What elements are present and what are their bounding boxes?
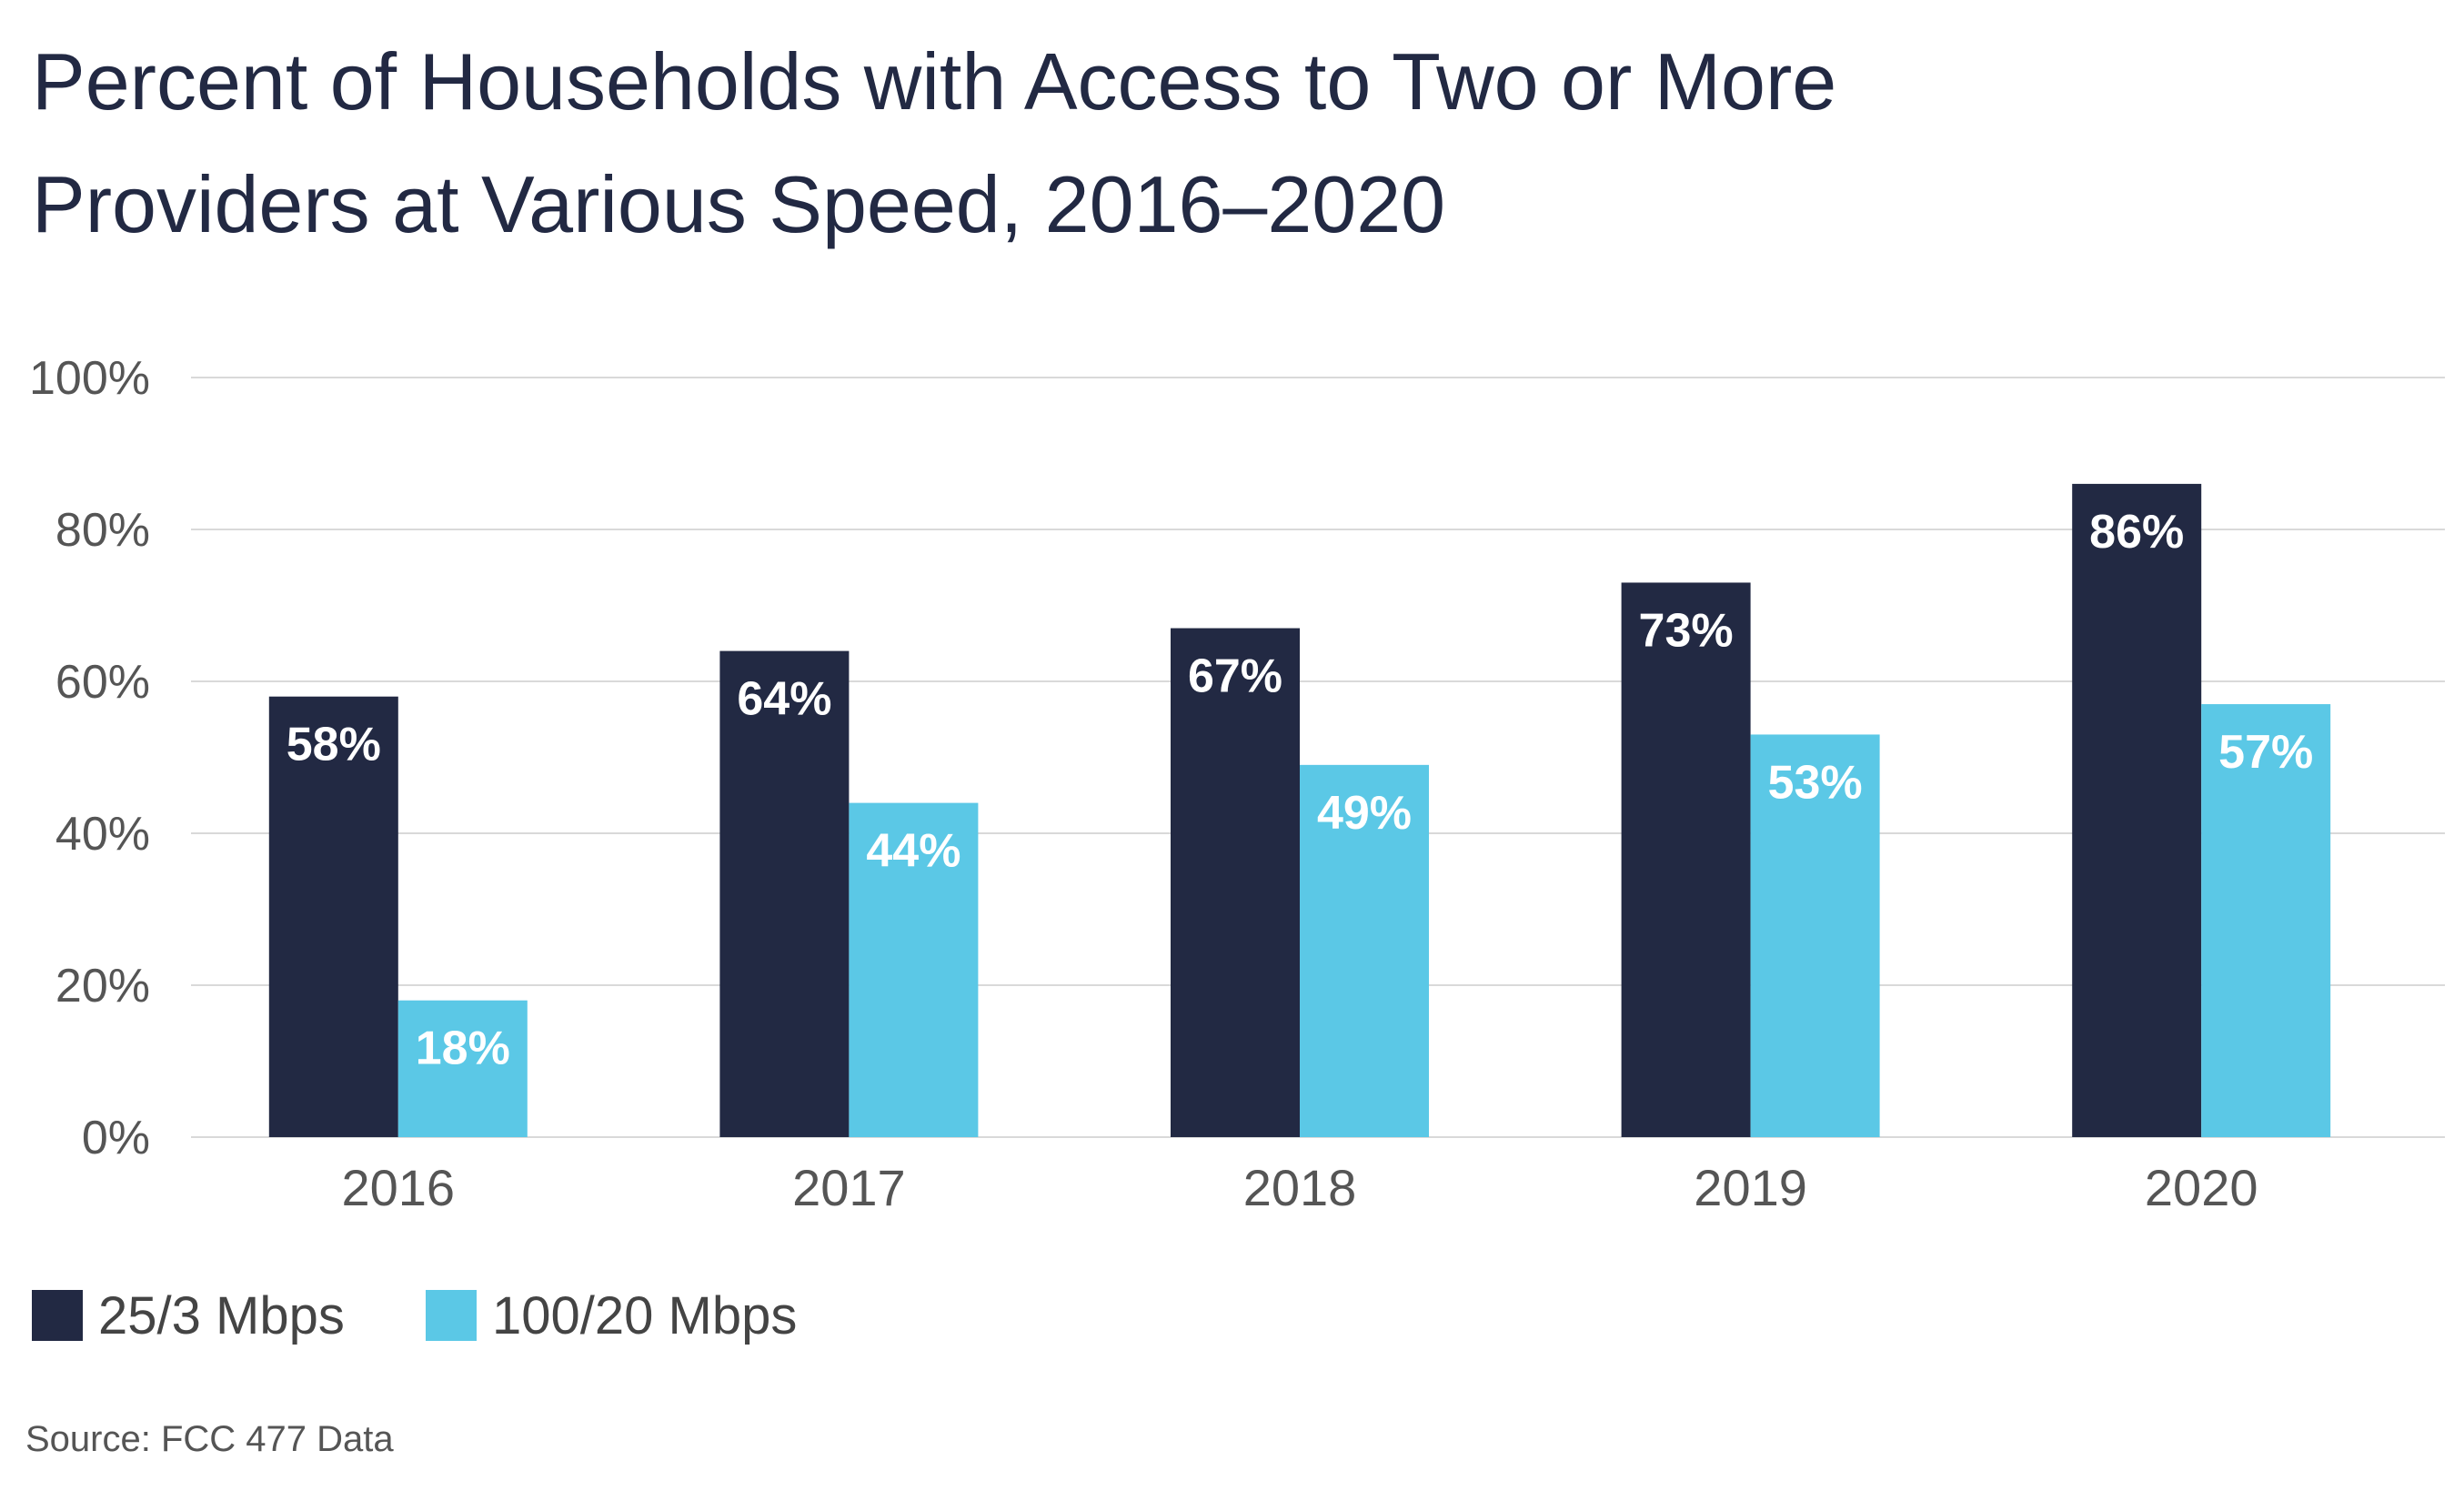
data-label: 49% — [1317, 787, 1412, 840]
chart-title-line-2: Providers at Various Speed, 2016–2020 — [32, 159, 1445, 249]
legend-swatch-25-3 — [32, 1290, 83, 1341]
bar-25-3-mbps-2017 — [719, 650, 850, 1137]
bar-100-20-mbps-2020 — [2201, 704, 2331, 1137]
data-label: 57% — [2218, 726, 2313, 779]
bar-25-3-mbps-2018 — [1171, 628, 1300, 1137]
bar-100-20-mbps-2017 — [849, 802, 979, 1137]
y-tick-label: 60% — [55, 656, 150, 709]
legend-label-100-20: 100/20 Mbps — [492, 1286, 797, 1345]
data-label: 86% — [2089, 506, 2184, 559]
y-tick-label: 0% — [82, 1112, 150, 1164]
bar-100-20-mbps-2019 — [1750, 734, 1880, 1137]
legend-swatch-100-20 — [426, 1290, 477, 1341]
bar-100-20-mbps-2018 — [1300, 764, 1429, 1137]
data-label: 53% — [1768, 756, 1863, 809]
y-tick-label: 40% — [55, 808, 150, 861]
data-label: 67% — [1188, 650, 1282, 703]
source-note: Source: FCC 477 Data — [25, 1419, 394, 1459]
data-label: 73% — [1639, 604, 1734, 657]
data-label: 44% — [866, 825, 960, 878]
legend: 25/3 Mbps 100/20 Mbps — [32, 1286, 797, 1345]
x-tick-label: 2020 — [2145, 1159, 2258, 1216]
x-tick-label: 2017 — [792, 1159, 906, 1216]
y-tick-label: 80% — [55, 504, 150, 557]
x-tick-label: 2018 — [1243, 1159, 1357, 1216]
x-tick-label: 2019 — [1694, 1159, 1807, 1216]
bar-25-3-mbps-2020 — [2072, 483, 2202, 1137]
x-axis-ticks: 2016 2017 2018 2019 2020 — [342, 1159, 2258, 1216]
bar-100-20-mbps-2016 — [397, 1000, 528, 1137]
x-tick-label: 2016 — [342, 1159, 456, 1216]
data-labels: 58% 18% 64% 44% 67% 49% 73% 53% 86% 57% — [287, 506, 2313, 1075]
bar-25-3-mbps-2019 — [1621, 582, 1751, 1137]
bar-25-3-mbps-2016 — [268, 696, 398, 1137]
chart-title-line-1: Percent of Households with Access to Two… — [32, 36, 1836, 126]
data-label: 58% — [287, 719, 381, 771]
y-tick-label: 100% — [29, 352, 150, 405]
legend-label-25-3: 25/3 Mbps — [98, 1286, 345, 1345]
data-label: 64% — [737, 673, 831, 726]
y-axis-ticks: 0% 20% 40% 60% 80% 100% — [29, 352, 150, 1164]
bars — [268, 483, 2331, 1137]
y-tick-label: 20% — [55, 960, 150, 1012]
data-label: 18% — [416, 1022, 510, 1075]
